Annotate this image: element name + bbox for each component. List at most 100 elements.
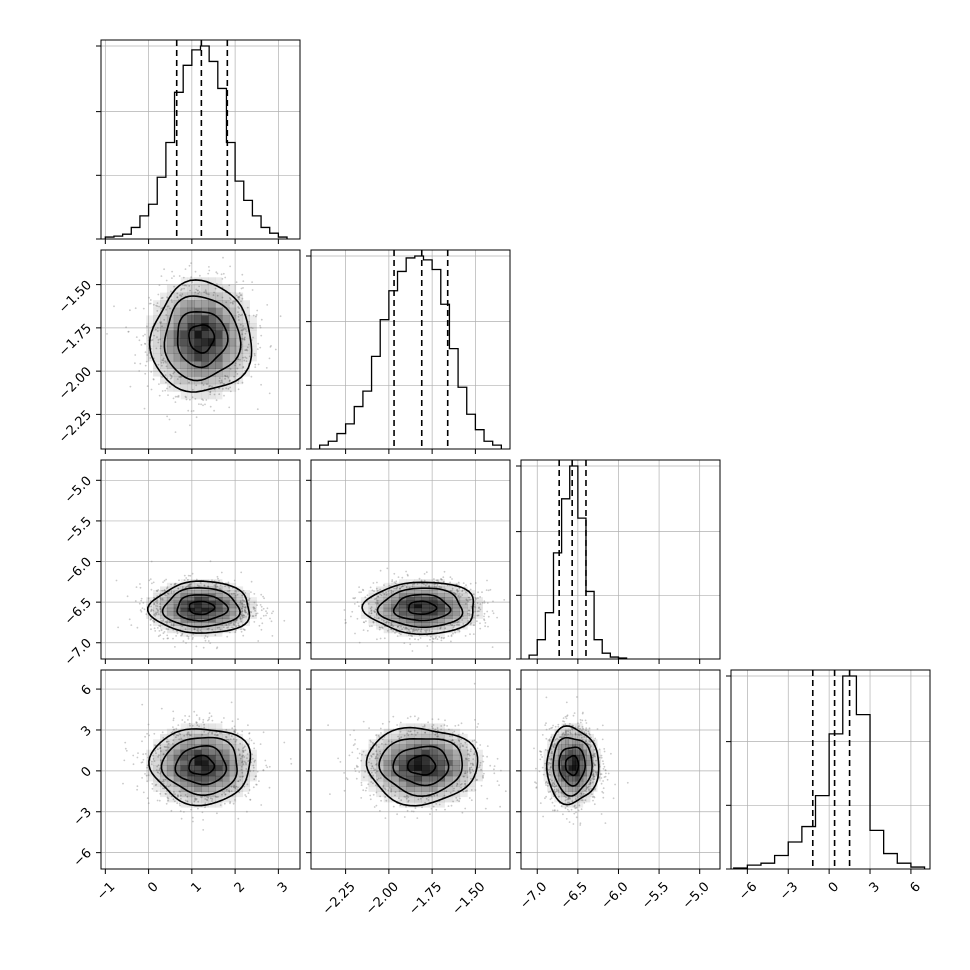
scatter-point — [414, 638, 416, 640]
scatter-point — [421, 806, 423, 809]
scatter-point — [125, 749, 128, 752]
scatter-point — [175, 727, 178, 730]
density-cell — [201, 615, 209, 619]
scatter-point — [241, 602, 244, 605]
scatter-point — [602, 780, 604, 782]
scatter-point — [252, 608, 255, 610]
density-cell — [249, 770, 257, 777]
scatter-point — [586, 742, 589, 745]
density-cell — [235, 781, 244, 787]
scatter-point — [233, 786, 236, 789]
density-cell — [376, 615, 384, 619]
scatter-point — [566, 805, 568, 807]
scatter-point — [404, 626, 407, 629]
density-cell — [575, 733, 580, 740]
scatter-point — [486, 745, 489, 747]
density-cell — [429, 622, 438, 626]
scatter-point — [197, 807, 199, 810]
scatter-point — [128, 618, 131, 621]
scatter-point — [238, 363, 241, 366]
density-cell — [459, 749, 468, 756]
scatter-point — [198, 718, 201, 721]
scatter-point — [188, 715, 191, 718]
density-cell — [194, 285, 202, 293]
scatter-point — [144, 333, 146, 336]
scatter-point — [279, 315, 282, 318]
density-cell — [575, 728, 580, 735]
scatter-point — [141, 761, 144, 763]
scatter-point — [381, 618, 383, 621]
density-cell — [429, 760, 438, 766]
density-cell — [222, 586, 230, 591]
density-cell — [173, 615, 181, 619]
scatter-point — [581, 726, 584, 728]
density-cell — [146, 323, 154, 331]
scatter-point — [186, 733, 189, 736]
scatter-point — [251, 615, 254, 618]
scatter-point — [249, 798, 252, 801]
scatter-point — [224, 377, 227, 380]
contour-line — [148, 279, 253, 393]
density-cell — [201, 315, 209, 324]
scatter-point — [381, 738, 384, 741]
scatter-point — [438, 803, 441, 806]
scatter-point — [553, 743, 556, 745]
scatter-point — [457, 595, 460, 597]
scatter-point — [466, 776, 469, 779]
density-cell — [187, 728, 195, 735]
density-cell — [582, 786, 587, 792]
density-cell — [180, 285, 188, 293]
density-cell — [201, 796, 209, 803]
density-cell — [383, 629, 392, 634]
density-cell — [187, 383, 195, 392]
scatter-point — [339, 761, 342, 763]
scatter-point — [205, 292, 208, 295]
density-content — [327, 682, 507, 819]
density-cell — [242, 615, 250, 619]
scatter-point — [259, 324, 261, 327]
density-cell — [444, 744, 453, 750]
density-cell — [242, 622, 250, 626]
scatter-point — [157, 293, 160, 296]
scatter-point — [237, 315, 240, 318]
scatter-point — [167, 746, 170, 749]
scatter-point — [379, 593, 382, 595]
density-cell — [160, 345, 168, 354]
scatter-point — [467, 620, 469, 622]
scatter-point — [240, 628, 242, 631]
density-cell — [166, 376, 175, 385]
scatter-point — [569, 729, 572, 732]
density-cell — [160, 765, 168, 771]
scatter-point — [437, 579, 439, 582]
scatter-point — [248, 789, 251, 791]
scatter-point — [237, 358, 239, 361]
density-cell — [452, 775, 461, 782]
density-cell — [368, 781, 377, 787]
scatter-point — [243, 337, 246, 340]
density-cell — [561, 786, 566, 792]
scatter-point — [251, 327, 254, 329]
density-cell — [421, 590, 430, 594]
density-cell — [222, 618, 230, 623]
scatter-point — [130, 624, 133, 626]
scatter-point — [554, 791, 557, 794]
density-cell — [429, 775, 438, 782]
density-cell — [565, 781, 569, 787]
scatter-point — [227, 581, 230, 584]
scatter-point — [468, 770, 471, 773]
contour-line — [174, 744, 228, 786]
scatter-point — [184, 268, 187, 270]
scatter-point — [159, 625, 162, 628]
scatter-point — [178, 579, 180, 582]
density-cell — [187, 786, 195, 792]
y-tick-label: −6.5 — [62, 595, 95, 628]
density-cell — [547, 786, 552, 792]
density-cell — [459, 622, 468, 626]
scatter-point — [185, 642, 187, 644]
density-cell — [166, 765, 175, 771]
density-cell — [229, 368, 237, 377]
scatter-point — [554, 744, 557, 747]
scatter-point — [219, 381, 222, 384]
scatter-point — [329, 793, 331, 795]
density-cell — [187, 604, 195, 609]
